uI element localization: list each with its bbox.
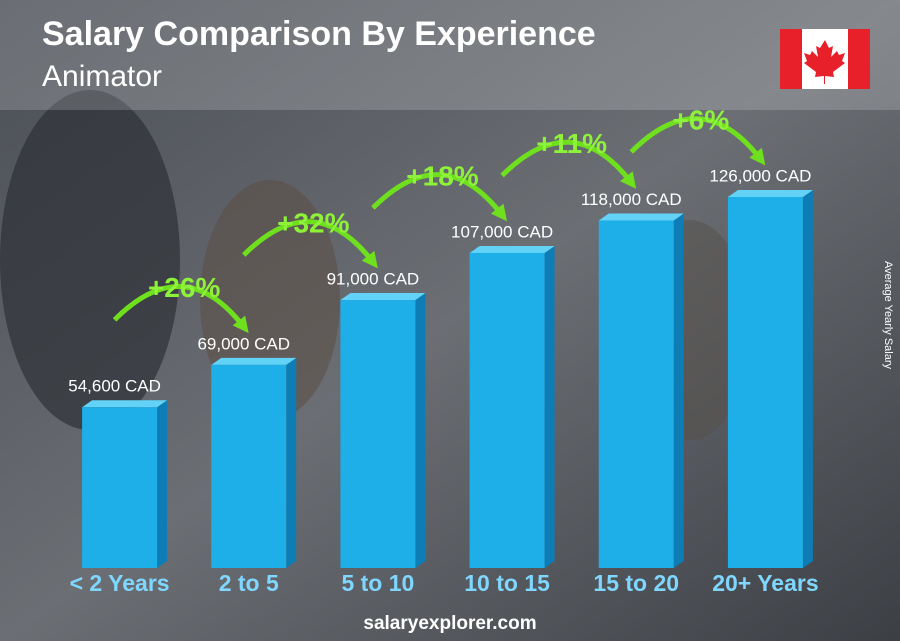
- change-arrow: [241, 219, 378, 269]
- y-axis-label: Average Yearly Salary: [882, 261, 894, 370]
- flag-band: [780, 29, 802, 89]
- bar-top: [598, 213, 684, 221]
- source: salaryexplorer.com: [363, 613, 536, 634]
- x-tick-label: 10 to 15: [464, 570, 550, 596]
- change-arrow: [112, 284, 249, 334]
- value-label: 126,000 CAD: [709, 166, 811, 185]
- chart-title: Salary Comparison By Experience: [42, 15, 596, 53]
- bar-side: [157, 400, 168, 568]
- bar-side: [415, 293, 426, 568]
- bar: [727, 197, 803, 568]
- flag: [780, 29, 870, 89]
- change-label: +11%: [536, 128, 607, 159]
- bar-side: [802, 190, 813, 568]
- x-tick-label: 5 to 10: [341, 570, 414, 596]
- value-label: 107,000 CAD: [451, 222, 553, 241]
- x-tick-label: 2 to 5: [219, 570, 279, 596]
- x-tick-label: 15 to 20: [593, 570, 679, 596]
- bar-top: [82, 400, 168, 408]
- flag-band: [848, 29, 870, 89]
- change-label: +32%: [277, 207, 349, 238]
- x-tick-label: 20+ Years: [712, 570, 818, 596]
- change-label: +26%: [148, 272, 220, 303]
- bar: [340, 300, 416, 568]
- bar: [469, 252, 545, 568]
- x-tick-label: < 2 Years: [70, 570, 170, 596]
- value-label: 54,600 CAD: [68, 377, 161, 396]
- chart-subtitle: Animator: [42, 60, 162, 93]
- bar-side: [673, 213, 684, 569]
- change-arrow: [500, 139, 637, 189]
- maple-leaf: [804, 40, 845, 84]
- bar-side: [286, 357, 297, 568]
- value-label: 91,000 CAD: [327, 270, 420, 289]
- bar-top: [211, 357, 297, 365]
- bar-top: [727, 190, 813, 197]
- change-arrow: [629, 116, 766, 166]
- change-label: +18%: [406, 160, 478, 191]
- change-arrow: [371, 172, 507, 222]
- value-label: 118,000 CAD: [581, 190, 682, 209]
- change-label: +6%: [672, 104, 729, 135]
- background-figure: [0, 90, 180, 430]
- bar-top: [340, 293, 426, 301]
- value-label: 69,000 CAD: [197, 334, 290, 353]
- bar: [598, 220, 674, 569]
- bar-side: [544, 245, 555, 568]
- bar: [82, 407, 158, 568]
- bar-top: [469, 245, 555, 253]
- bar: [211, 364, 287, 568]
- header-band: [0, 0, 900, 110]
